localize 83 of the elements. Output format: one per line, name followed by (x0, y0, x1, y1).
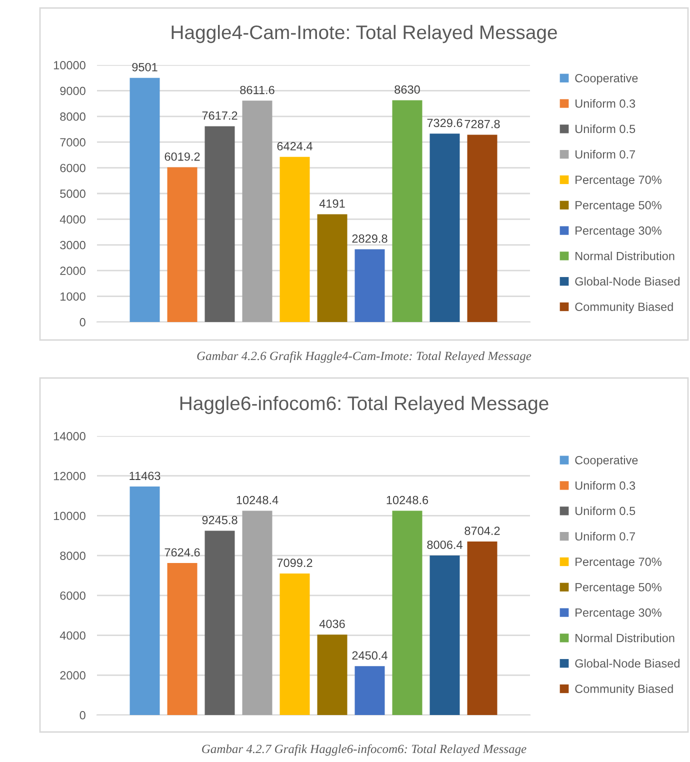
legend-label: Uniform 0.5 (576, 124, 636, 134)
legend-label: Community Biased (575, 302, 673, 314)
data-label: 4036 (319, 620, 345, 628)
data-label: 4191 (319, 199, 345, 208)
data-label: 7329.6 (427, 118, 462, 128)
y-tick-label: 14000 (54, 432, 86, 440)
bar (130, 78, 160, 322)
legend-label: Global-Node Biased (575, 658, 680, 668)
data-label: 9245.8 (202, 516, 238, 524)
bar (167, 563, 198, 715)
y-tick-label: 2000 (60, 266, 86, 275)
legend-label: Percentage 30% (576, 608, 662, 620)
data-label: 7099.2 (277, 558, 312, 568)
text: Gambar 4.2.6 Grafik Haggle4-Cam-Imote: Total Relayed Message (197, 351, 532, 363)
data-label: 7617.2 (202, 111, 238, 120)
y-tick-label: 8000 (60, 552, 86, 560)
data-label: 8611.6 (240, 86, 274, 94)
legend-label: Uniform 0.7 (576, 150, 636, 159)
legend-label: Uniform 0.3 (576, 99, 636, 108)
bar (317, 214, 348, 322)
y-tick-label: 12000 (54, 472, 86, 480)
y-tick-label: 7000 (60, 138, 86, 146)
legend-label: Uniform 0.3 (576, 481, 636, 490)
text: Gambar 4.2.7 Grafik Haggle6-infocom6: Total Relayed Message (202, 744, 526, 756)
y-tick-label: 1000 (60, 292, 86, 301)
data-label: 8704.2 (464, 526, 500, 536)
bar (242, 510, 272, 715)
data-label: 10248.4 (236, 496, 278, 504)
legend-label: Percentage 70% (576, 558, 662, 568)
legend-label: Cooperative (575, 74, 638, 85)
y-tick-label: 2000 (60, 671, 86, 680)
bar (354, 249, 385, 322)
bar (130, 486, 160, 715)
legend-label: Global-Node Biased (575, 276, 680, 286)
bar (467, 134, 498, 322)
data-label: 6019.2 (164, 152, 200, 161)
chart-title: Haggle6-infocom6: Total Relayed Message (180, 396, 548, 414)
y-tick-label: 5000 (60, 190, 86, 198)
y-tick-label: 0 (80, 711, 86, 720)
data-label: 11463 (130, 472, 160, 480)
y-tick-label: 10000 (54, 512, 86, 520)
legend-label: Normal Distribution (576, 252, 674, 260)
y-tick-label: 3000 (60, 240, 86, 250)
y-tick-label: 6000 (60, 591, 86, 600)
legend-label: Cooperative (575, 456, 638, 467)
bar (392, 510, 422, 715)
bar (430, 134, 460, 322)
legend-label: Percentage 30% (576, 226, 662, 238)
bar (242, 100, 272, 322)
bar (354, 666, 385, 715)
y-tick-label: 0 (80, 318, 86, 326)
bar (317, 634, 348, 715)
y-tick-label: 4000 (60, 631, 86, 640)
bar (280, 156, 310, 322)
bar (280, 574, 310, 715)
legend-label: Community Biased (575, 684, 673, 696)
data-label: 2829.8 (352, 234, 388, 243)
data-label: 6424.4 (277, 142, 312, 150)
y-tick-label: 9000 (60, 86, 86, 96)
bar (392, 100, 422, 322)
data-label: 7287.8 (464, 120, 500, 128)
legend-label: Percentage 70% (576, 176, 662, 186)
bar (204, 530, 235, 715)
legend-label: Percentage 50% (576, 201, 662, 212)
y-tick-label: 8000 (60, 112, 86, 121)
legend-label: Uniform 0.5 (576, 506, 636, 516)
legend-label: Percentage 50% (576, 583, 662, 594)
legend-label: Normal Distribution (576, 634, 674, 642)
data-label: 10248.6 (386, 496, 428, 504)
chart-title: Haggle4-Cam-Imote: Total Relayed Message (172, 24, 557, 44)
data-label: 7624.6 (164, 548, 200, 557)
y-tick-label: 6000 (60, 164, 86, 172)
y-tick-label: 10000 (54, 61, 86, 70)
bar (167, 167, 198, 322)
bar (204, 126, 235, 322)
legend-label: Uniform 0.7 (576, 532, 636, 541)
data-label: 8630 (394, 85, 420, 94)
data-label: 9501 (132, 62, 158, 72)
bar (467, 542, 498, 715)
data-label: 8006.4 (427, 540, 462, 549)
y-tick-label: 4000 (60, 215, 86, 224)
bar (430, 555, 460, 715)
data-label: 2450.4 (352, 651, 388, 660)
